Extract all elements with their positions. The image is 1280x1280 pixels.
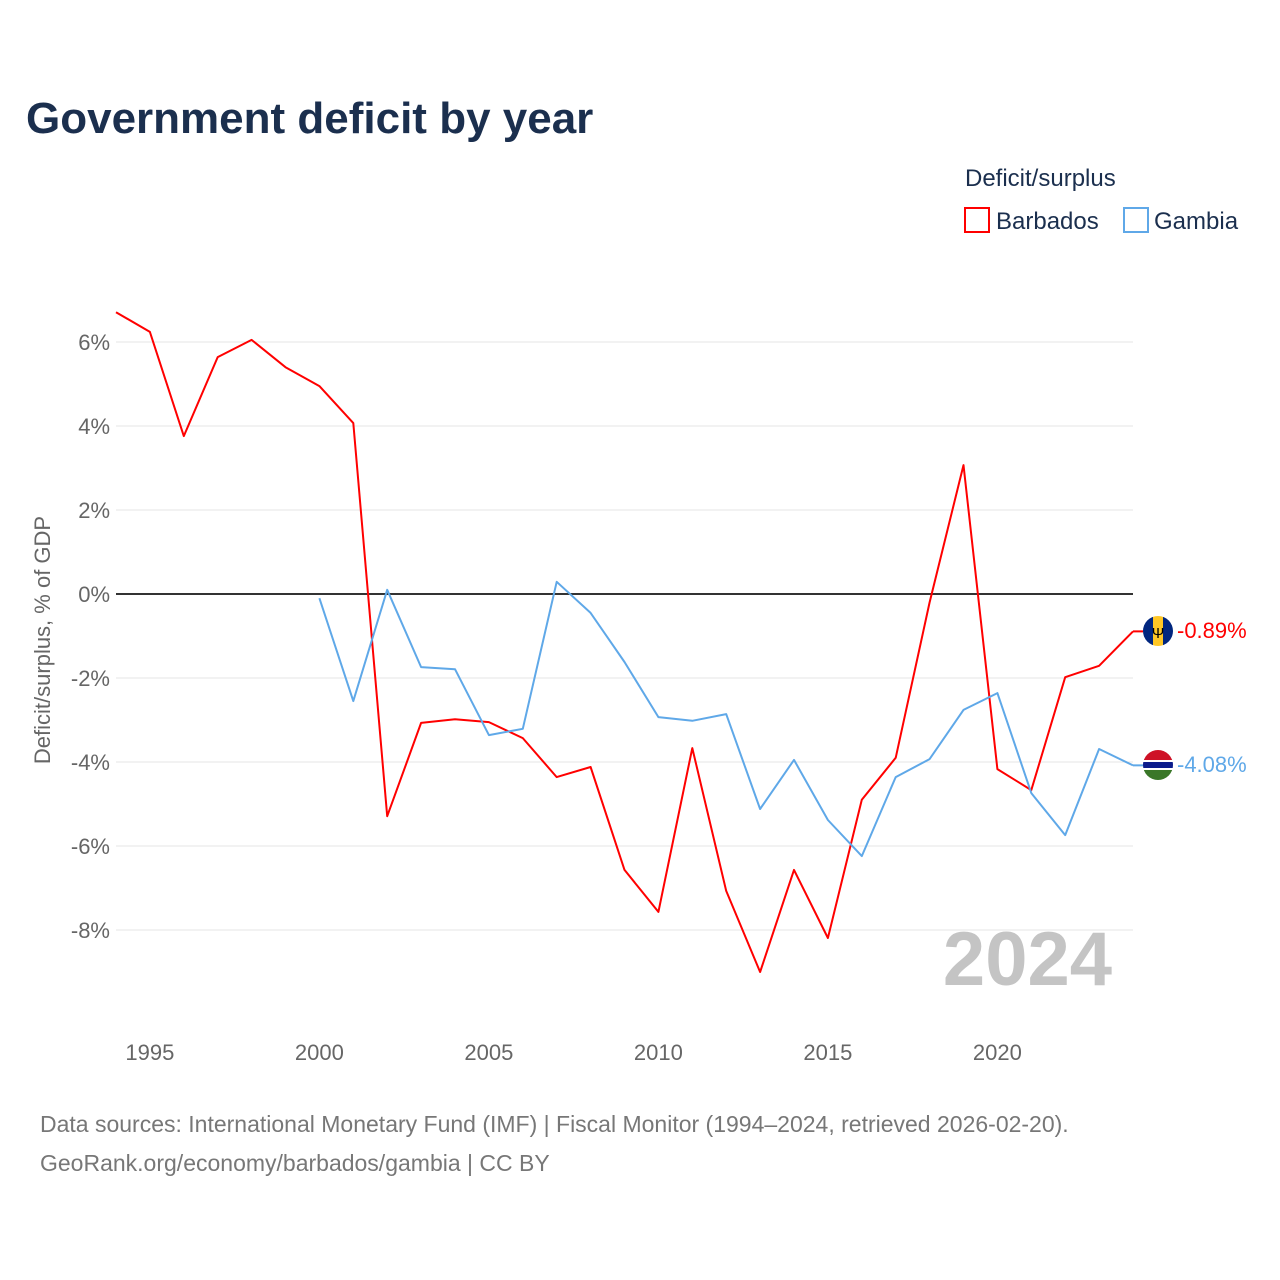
legend: Deficit/surplus Barbados Gambia	[964, 165, 1239, 235]
x-tick-label: 2020	[973, 1040, 1022, 1065]
legend-label-barbados: Barbados	[996, 208, 1099, 235]
legend-swatch-gambia	[1123, 207, 1149, 233]
series-line-barbados	[115, 311, 1134, 973]
y-tick-label: -4%	[71, 750, 110, 775]
end-label-barbados: -0.89%	[1177, 618, 1247, 643]
y-axis-label: Deficit/surplus, % of GDP	[30, 516, 55, 764]
data-source-text: Data sources: International Monetary Fun…	[40, 1111, 1069, 1137]
x-tick-label: 2010	[634, 1040, 683, 1065]
y-tick-label: 4%	[78, 414, 110, 439]
end-markers: Ψ -0.89% -4.08%	[1143, 616, 1247, 780]
end-label-gambia: -4.08%	[1177, 752, 1247, 777]
chart-title: Government deficit by year	[26, 94, 593, 143]
y-axis-ticks: 6% 4% 2% 0% -2% -4% -6% -8%	[71, 330, 110, 943]
x-axis-ticks: 1995 2000 2005 2010 2015 2020	[125, 1040, 1021, 1065]
gambia-flag-icon	[1143, 750, 1173, 780]
y-tick-label: -8%	[71, 918, 110, 943]
barbados-flag-icon: Ψ	[1143, 616, 1173, 646]
y-tick-label: 6%	[78, 330, 110, 355]
gridlines	[116, 341, 1133, 931]
series-lines	[115, 311, 1143, 973]
attribution-link[interactable]: GeoRank.org/economy/barbados/gambia | CC…	[40, 1150, 550, 1176]
x-tick-label: 2015	[803, 1040, 852, 1065]
x-tick-label: 2005	[464, 1040, 513, 1065]
y-tick-label: 2%	[78, 498, 110, 523]
svg-text:Ψ: Ψ	[1152, 625, 1165, 642]
y-tick-label: 0%	[78, 582, 110, 607]
x-tick-label: 2000	[295, 1040, 344, 1065]
legend-swatch-barbados	[964, 207, 990, 233]
legend-title: Deficit/surplus	[965, 165, 1116, 192]
x-tick-label: 1995	[125, 1040, 174, 1065]
year-watermark: 2024	[943, 917, 1112, 1002]
series-line-gambia	[318, 580, 1134, 858]
y-tick-label: -6%	[71, 834, 110, 859]
legend-label-gambia: Gambia	[1154, 208, 1239, 235]
y-tick-label: -2%	[71, 666, 110, 691]
